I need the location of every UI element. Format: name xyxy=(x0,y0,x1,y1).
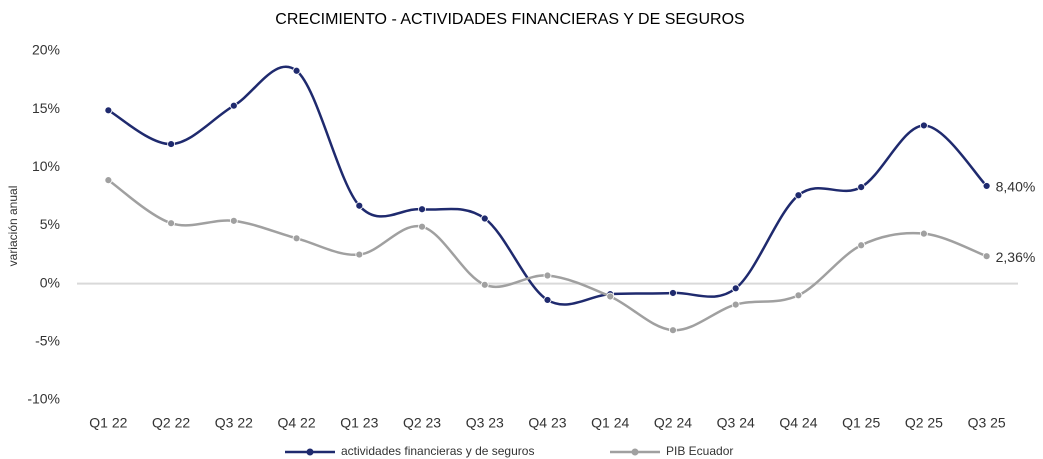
data-point xyxy=(857,241,866,250)
data-point xyxy=(104,176,113,185)
y-tick-label: 15% xyxy=(32,100,60,116)
legend-marker xyxy=(306,448,314,456)
data-label: 8,40% xyxy=(996,179,1036,195)
data-point xyxy=(355,250,364,259)
data-point xyxy=(543,271,552,280)
y-tick-label: 5% xyxy=(40,216,60,232)
x-tick-label: Q2 22 xyxy=(152,415,190,431)
x-tick-label: Q4 24 xyxy=(779,415,817,431)
data-point xyxy=(606,292,615,301)
data-point xyxy=(480,280,489,289)
x-tick-label: Q3 25 xyxy=(968,415,1006,431)
data-point xyxy=(669,289,677,297)
legend-marker xyxy=(631,448,639,456)
y-axis-title: variación anual xyxy=(6,186,20,267)
data-point xyxy=(543,296,552,304)
y-tick-label: -5% xyxy=(35,333,60,349)
data-point xyxy=(292,234,301,243)
data-point xyxy=(355,201,364,210)
data-point xyxy=(480,214,489,223)
x-tick-label: Q4 23 xyxy=(528,415,566,431)
legend-label: PIB Ecuador xyxy=(666,444,733,458)
data-point xyxy=(794,191,803,200)
data-point xyxy=(167,219,176,228)
data-point xyxy=(857,183,866,192)
y-tick-label: 20% xyxy=(32,42,60,58)
legend-label: actividades financieras y de seguros xyxy=(341,444,534,458)
x-tick-label: Q1 22 xyxy=(89,415,127,431)
data-point xyxy=(794,291,803,300)
data-point xyxy=(418,205,426,214)
x-tick-label: Q2 23 xyxy=(403,415,441,431)
y-tick-label: -10% xyxy=(27,391,60,407)
x-tick-label: Q3 24 xyxy=(717,415,755,431)
data-point xyxy=(229,101,238,110)
data-point xyxy=(229,216,238,225)
data-label: 2,36% xyxy=(996,249,1036,265)
data-point xyxy=(167,140,176,148)
data-point xyxy=(920,121,928,130)
data-point xyxy=(982,252,991,261)
data-point xyxy=(669,326,677,335)
x-tick-label: Q2 25 xyxy=(905,415,943,431)
data-point xyxy=(731,284,740,293)
series-line xyxy=(107,179,988,332)
x-tick-label: Q3 23 xyxy=(466,415,504,431)
series-line xyxy=(107,65,988,306)
data-point xyxy=(104,106,113,115)
data-point xyxy=(731,300,740,309)
x-tick-label: Q2 24 xyxy=(654,415,692,431)
data-point xyxy=(982,182,991,190)
x-tick-label: Q1 24 xyxy=(591,415,629,431)
data-point xyxy=(418,222,426,231)
y-tick-label: 10% xyxy=(32,158,60,174)
y-tick-label: 0% xyxy=(40,274,60,290)
x-tick-label: Q1 25 xyxy=(842,415,880,431)
x-tick-label: Q1 23 xyxy=(340,415,378,431)
x-tick-label: Q4 22 xyxy=(277,415,315,431)
data-point xyxy=(920,229,928,238)
chart-title: CRECIMIENTO - ACTIVIDADES FINANCIERAS Y … xyxy=(275,11,744,28)
data-point xyxy=(292,66,301,75)
x-tick-label: Q3 22 xyxy=(215,415,253,431)
